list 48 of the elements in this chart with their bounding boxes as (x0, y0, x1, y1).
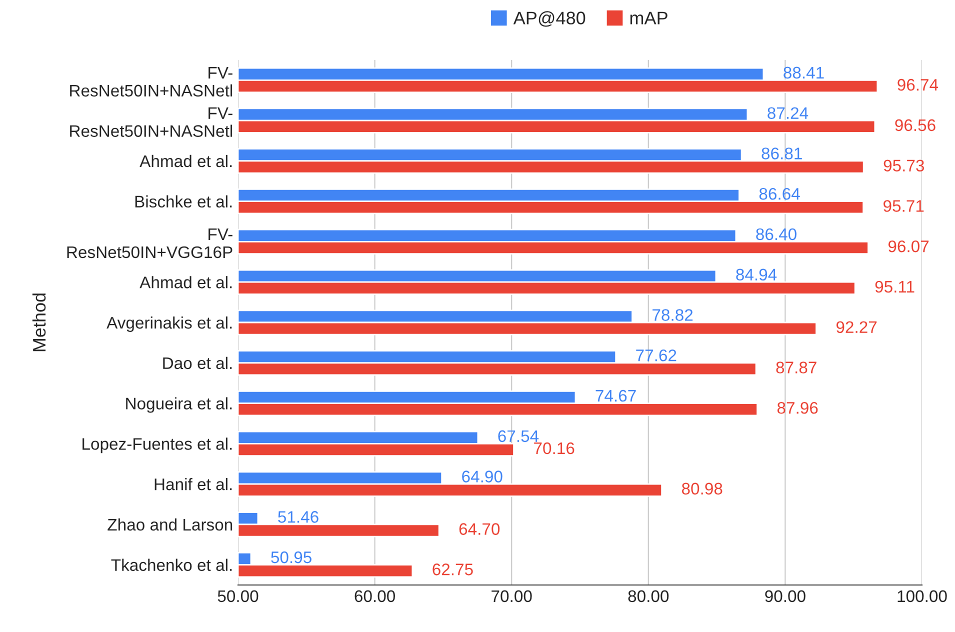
data-label: 64.70 (459, 523, 500, 535)
y-tick-label: Zhao and Larson (108, 518, 232, 531)
y-tick-label: Ahmad et al. (140, 276, 232, 288)
data-label: 87.96 (777, 402, 818, 414)
data-label: 88.41 (784, 66, 824, 79)
data-label: 96.56 (895, 119, 936, 132)
y-tick-label: Dao et al. (163, 356, 232, 370)
data-label: 80.98 (682, 482, 722, 495)
x-tick-label: 90.00 (765, 590, 806, 602)
y-tick-label: Hanif et al. (154, 478, 232, 490)
data-label: 50.95 (271, 551, 312, 564)
data-label: 67.54 (498, 430, 539, 442)
data-label: 95.73 (884, 160, 924, 172)
y-axis-title: Method (32, 294, 46, 352)
data-label: 86.81 (762, 148, 802, 160)
data-label: 51.46 (278, 511, 318, 523)
data-label: 96.07 (888, 240, 929, 252)
data-label: 87.24 (768, 107, 808, 119)
y-tick-label: FV- ResNet50IN+VGG16P (67, 228, 232, 258)
data-label: 78.82 (652, 309, 693, 321)
data-label: 86.40 (756, 228, 796, 240)
data-label: 70.16 (534, 442, 574, 454)
y-tick-label: FV- ResNet50IN+NASNetl (70, 66, 232, 97)
y-tick-label: Nogueira et al. (126, 397, 232, 413)
data-label: 62.75 (432, 564, 473, 576)
y-tick-label: Avgerinakis et al. (106, 316, 232, 332)
data-label: 92.27 (836, 321, 877, 334)
data-label: 77.62 (636, 350, 676, 362)
x-tick-label: 80.00 (628, 590, 669, 602)
x-tick-label: 100.00 (898, 590, 947, 602)
data-label: 86.64 (759, 188, 800, 200)
x-tick-label: 60.00 (354, 590, 396, 602)
data-label: 64.90 (462, 470, 502, 482)
x-tick-label: 50.00 (218, 590, 258, 602)
y-tick-label: Lopez-Fuentes et al. (82, 438, 232, 454)
x-tick-label: 70.00 (492, 590, 532, 602)
y-tick-label: FV- ResNet50IN+NASNetl (70, 107, 232, 137)
data-label: 96.74 (898, 78, 938, 91)
data-label: 74.67 (596, 390, 636, 402)
data-label: 95.11 (875, 280, 914, 293)
legend-label: AP@480 (513, 11, 586, 27)
y-tick-label: Bischke et al. (135, 195, 232, 208)
data-label: 95.71 (884, 200, 924, 212)
y-tick-label: Ahmad et al. (140, 154, 232, 168)
legend-label: mAP (630, 12, 668, 24)
y-tick-label: Tkachenko et al. (111, 558, 232, 572)
data-label: 84.94 (736, 268, 777, 281)
data-label: 87.87 (776, 362, 816, 374)
